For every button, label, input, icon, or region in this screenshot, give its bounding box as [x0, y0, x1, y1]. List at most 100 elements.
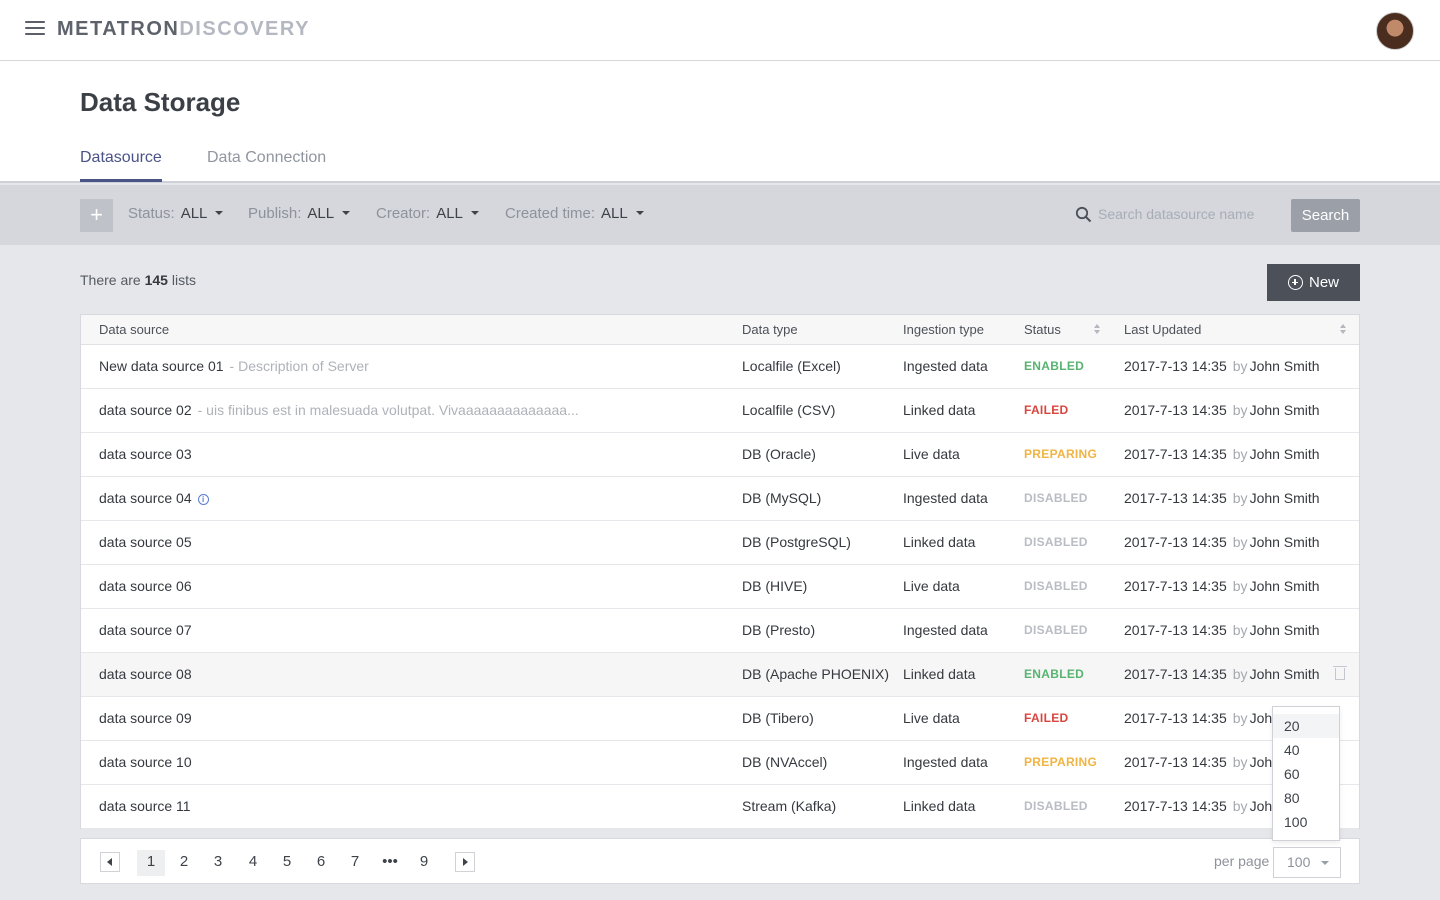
- result-count-number: 145: [144, 272, 168, 288]
- per-page-option[interactable]: 80: [1284, 790, 1300, 806]
- hamburger-menu-icon[interactable]: [25, 21, 45, 37]
- datasource-name[interactable]: data source 06: [99, 578, 192, 594]
- per-page-option[interactable]: 40: [1284, 742, 1300, 758]
- app-logo[interactable]: METATRONDISCOVERY: [57, 18, 310, 41]
- publish-filter-label: Publish:: [248, 205, 302, 222]
- caret-down-icon: [470, 211, 479, 215]
- last-updated-cell: 2017-7-13 14:35 by John Smith: [1124, 358, 1320, 374]
- search-button[interactable]: Search: [1291, 199, 1360, 232]
- publish-filter[interactable]: Publish: ALL: [248, 205, 351, 222]
- datasource-name[interactable]: data source 03: [99, 446, 192, 462]
- page-number[interactable]: 6: [316, 853, 326, 870]
- datasource-name[interactable]: data source 08: [99, 666, 192, 682]
- status-badge: DISABLED: [1024, 579, 1088, 593]
- updated-user: John Smith: [1249, 578, 1320, 594]
- datasource-name-cell[interactable]: data source 11: [99, 798, 191, 814]
- status-badge: DISABLED: [1024, 799, 1088, 813]
- data-type-cell: DB (Tibero): [742, 710, 814, 726]
- datasource-name[interactable]: data source 07: [99, 622, 192, 638]
- table-row[interactable]: data source 07 DB (Presto) Ingested data DI…: [81, 609, 1359, 653]
- tab-datasource[interactable]: Datasource: [80, 149, 162, 182]
- table-row[interactable]: data source 11 Stream (Kafka) Linked data D…: [81, 785, 1359, 829]
- search-icon: [1075, 206, 1092, 223]
- tab-data-connection[interactable]: Data Connection: [207, 149, 327, 166]
- table-row[interactable]: data source 02 - uis finibus est in males…: [81, 389, 1359, 433]
- datasource-name[interactable]: data source 09: [99, 710, 192, 726]
- creator-filter-label: Creator:: [376, 205, 431, 222]
- datasource-name[interactable]: data source 02: [99, 402, 192, 418]
- table-row[interactable]: data source 09 DB (Tibero) Live data FAILED…: [81, 697, 1359, 741]
- datasource-name[interactable]: data source 11: [99, 798, 191, 814]
- ingestion-type-cell: Linked data: [903, 534, 976, 550]
- ingestion-type-cell: Live data: [903, 578, 960, 594]
- sort-icon[interactable]: [1340, 324, 1347, 335]
- column-header-last-updated[interactable]: Last Updated: [1124, 322, 1202, 337]
- updated-date: 2017-7-13 14:35: [1124, 402, 1227, 418]
- page-ellipsis[interactable]: •••: [382, 853, 398, 870]
- add-filter-button[interactable]: +: [80, 199, 113, 232]
- datasource-description: - Description of Server: [229, 358, 369, 374]
- search-input[interactable]: [1098, 203, 1278, 225]
- table-row[interactable]: data source 05 DB (PostgreSQL) Linked data…: [81, 521, 1359, 565]
- datasource-name-cell[interactable]: data source 08: [99, 666, 192, 682]
- ingestion-type-cell: Ingested data: [903, 490, 988, 506]
- table-row[interactable]: data source 08 DB (Apache PHOENIX) Linked …: [81, 653, 1359, 697]
- info-icon[interactable]: i: [197, 494, 209, 505]
- sort-icon[interactable]: [1094, 324, 1101, 335]
- status-filter[interactable]: Status: ALL: [128, 205, 224, 222]
- page-number[interactable]: 1: [137, 850, 165, 876]
- data-type-cell: DB (Oracle): [742, 446, 816, 462]
- page-number[interactable]: 3: [213, 853, 223, 870]
- datasource-name[interactable]: data source 04: [99, 490, 192, 506]
- result-count-prefix: There are: [80, 272, 141, 288]
- status-badge: FAILED: [1024, 403, 1069, 417]
- page-number[interactable]: 2: [179, 853, 189, 870]
- column-header-data-type: Data type: [742, 322, 798, 337]
- column-header-status[interactable]: Status: [1024, 322, 1061, 337]
- ingestion-type-cell: Ingested data: [903, 358, 988, 374]
- datasource-name[interactable]: New data source 01: [99, 358, 224, 374]
- table-row[interactable]: data source 06 DB (HIVE) Live data DISABLED…: [81, 565, 1359, 609]
- updated-user: Joh: [1249, 710, 1273, 726]
- last-updated-cell: 2017-7-13 14:35 by John Smith: [1124, 534, 1320, 550]
- last-updated-cell: 2017-7-13 14:35 by John Smith: [1124, 622, 1320, 638]
- trash-icon[interactable]: [1333, 666, 1347, 680]
- per-page-value: 100: [1287, 854, 1311, 870]
- page-number[interactable]: 7: [350, 853, 360, 870]
- page-number[interactable]: 4: [248, 853, 258, 870]
- prev-page-icon[interactable]: [100, 852, 120, 872]
- datasource-name-cell[interactable]: data source 07: [99, 622, 192, 638]
- created-time-filter[interactable]: Created time: ALL: [505, 205, 644, 222]
- last-updated-cell: 2017-7-13 14:35 by John Smith: [1124, 666, 1320, 682]
- new-datasource-button[interactable]: New: [1267, 264, 1360, 301]
- next-page-icon[interactable]: [455, 852, 475, 872]
- status-filter-label: Status:: [128, 205, 175, 222]
- datasource-name-cell[interactable]: data source 10: [99, 754, 192, 770]
- datasource-name-cell[interactable]: data source 03: [99, 446, 192, 462]
- datasource-name-cell[interactable]: data source 02 - uis finibus est in males…: [99, 402, 579, 418]
- user-avatar[interactable]: [1376, 12, 1414, 50]
- per-page-option[interactable]: 100: [1284, 814, 1308, 830]
- data-type-cell: Localfile (Excel): [742, 358, 841, 374]
- datasource-name-cell[interactable]: data source 05: [99, 534, 192, 550]
- table-row[interactable]: data source 10 DB (NVAccel) Ingested data P…: [81, 741, 1359, 785]
- per-page-option[interactable]: 60: [1284, 766, 1300, 782]
- publish-filter-value: ALL: [307, 205, 335, 222]
- table-row[interactable]: data source 03 DB (Oracle) Live data PREPAR…: [81, 433, 1359, 477]
- plus-circle-icon: [1287, 275, 1303, 290]
- per-page-option[interactable]: 20: [1273, 714, 1339, 738]
- updated-user: John Smith: [1249, 490, 1320, 506]
- datasource-name[interactable]: data source 05: [99, 534, 192, 550]
- datasource-name-cell[interactable]: data source 09: [99, 710, 192, 726]
- table-row[interactable]: New data source 01 - Description of Serve…: [81, 345, 1359, 389]
- datasource-name-cell[interactable]: data source 06: [99, 578, 192, 594]
- page-number[interactable]: 5: [282, 853, 292, 870]
- page-number[interactable]: 9: [419, 853, 429, 870]
- creator-filter[interactable]: Creator: ALL: [376, 205, 479, 222]
- table-row[interactable]: data source 04 i DB (MySQL) Ingested data DI…: [81, 477, 1359, 521]
- status-badge: DISABLED: [1024, 535, 1088, 549]
- datasource-name-cell[interactable]: New data source 01 - Description of Serve…: [99, 358, 369, 374]
- datasource-name-cell[interactable]: data source 04 i: [99, 490, 209, 506]
- per-page-select[interactable]: 100: [1273, 847, 1341, 878]
- datasource-name[interactable]: data source 10: [99, 754, 192, 770]
